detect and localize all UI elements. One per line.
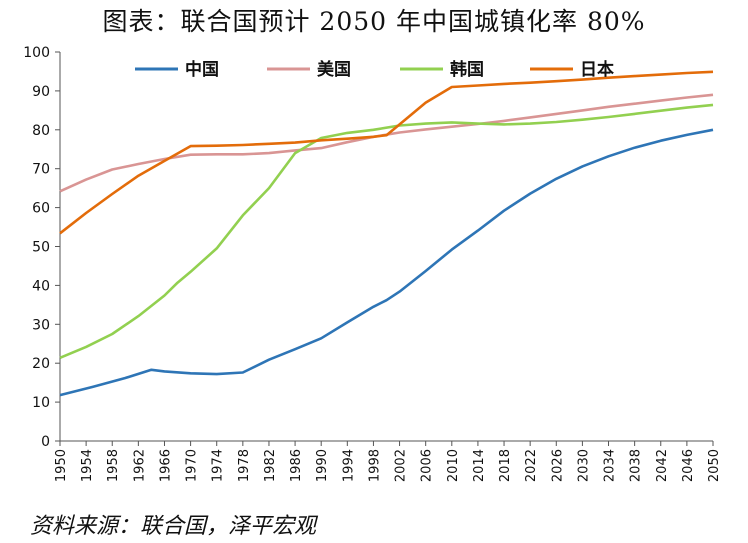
x-tick-label: 2026 (550, 449, 565, 482)
x-tick-label: 2006 (420, 449, 435, 482)
x-tick-label: 2018 (498, 449, 513, 482)
x-tick-label: 2022 (524, 449, 539, 482)
x-tick-label: 2046 (681, 449, 696, 482)
y-tick-label: 60 (32, 201, 50, 217)
y-tick-label: 80 (32, 123, 50, 139)
chart-title: 图表：联合国预计 2050 年中国城镇化率 80% (102, 7, 646, 36)
source-note: 资料来源：联合国，泽平宏观 (30, 514, 317, 539)
series-line-3 (59, 70, 714, 235)
x-tick-label: 1962 (132, 449, 147, 482)
y-tick-label: 0 (41, 434, 50, 450)
x-tick-label: 1970 (185, 449, 200, 482)
y-tick-label: 40 (32, 278, 50, 294)
x-tick-label: 1954 (80, 449, 95, 482)
y-tick-label: 50 (32, 240, 50, 256)
x-tick-label: 2002 (394, 449, 409, 482)
x-tick-label: 2038 (629, 449, 644, 482)
y-tick-label: 100 (23, 45, 50, 61)
x-tick-label: 1978 (237, 449, 252, 482)
x-tick-label: 2010 (446, 449, 461, 482)
x-tick-label: 1986 (289, 449, 304, 482)
x-tick-label: 1982 (263, 449, 278, 482)
y-tick-label: 10 (32, 395, 50, 411)
y-tick-label: 30 (32, 317, 50, 333)
y-tick-label: 90 (32, 84, 50, 100)
legend-label-2: 韩国 (450, 59, 484, 80)
x-tick-label: 1958 (106, 449, 121, 482)
x-tick-label: 2034 (603, 449, 618, 482)
series-line-1 (59, 93, 714, 193)
legend-label-1: 美国 (317, 59, 351, 80)
series-line-0 (59, 128, 714, 397)
series-line-2 (59, 103, 714, 359)
legend-label-0: 中国 (185, 59, 219, 80)
x-tick-label: 1990 (315, 449, 330, 482)
x-tick-label: 1950 (54, 449, 69, 482)
axes (55, 51, 714, 446)
y-tick-labels: 0 10 20 30 40 50 60 70 80 90 100 (23, 45, 50, 450)
x-tick-label: 1994 (341, 449, 356, 482)
x-tick-label: 1966 (158, 449, 173, 482)
x-tick-label: 2030 (576, 449, 591, 482)
x-tick-labels: 1950 1954 1958 1962 1966 1970 1974 1978 1982 1986… (54, 449, 722, 482)
x-tick-label: 2014 (472, 449, 487, 482)
series-lines (59, 70, 714, 397)
legend: 中国 美国 韩国 日本 (135, 59, 614, 80)
x-tick-label: 1998 (367, 449, 382, 482)
x-tick-label: 2050 (707, 449, 722, 482)
legend-label-3: 日本 (580, 59, 614, 80)
x-tick-label: 1974 (211, 449, 226, 482)
y-tick-label: 20 (32, 356, 50, 372)
y-tick-label: 70 (32, 162, 50, 178)
x-tick-label: 2042 (655, 449, 670, 482)
